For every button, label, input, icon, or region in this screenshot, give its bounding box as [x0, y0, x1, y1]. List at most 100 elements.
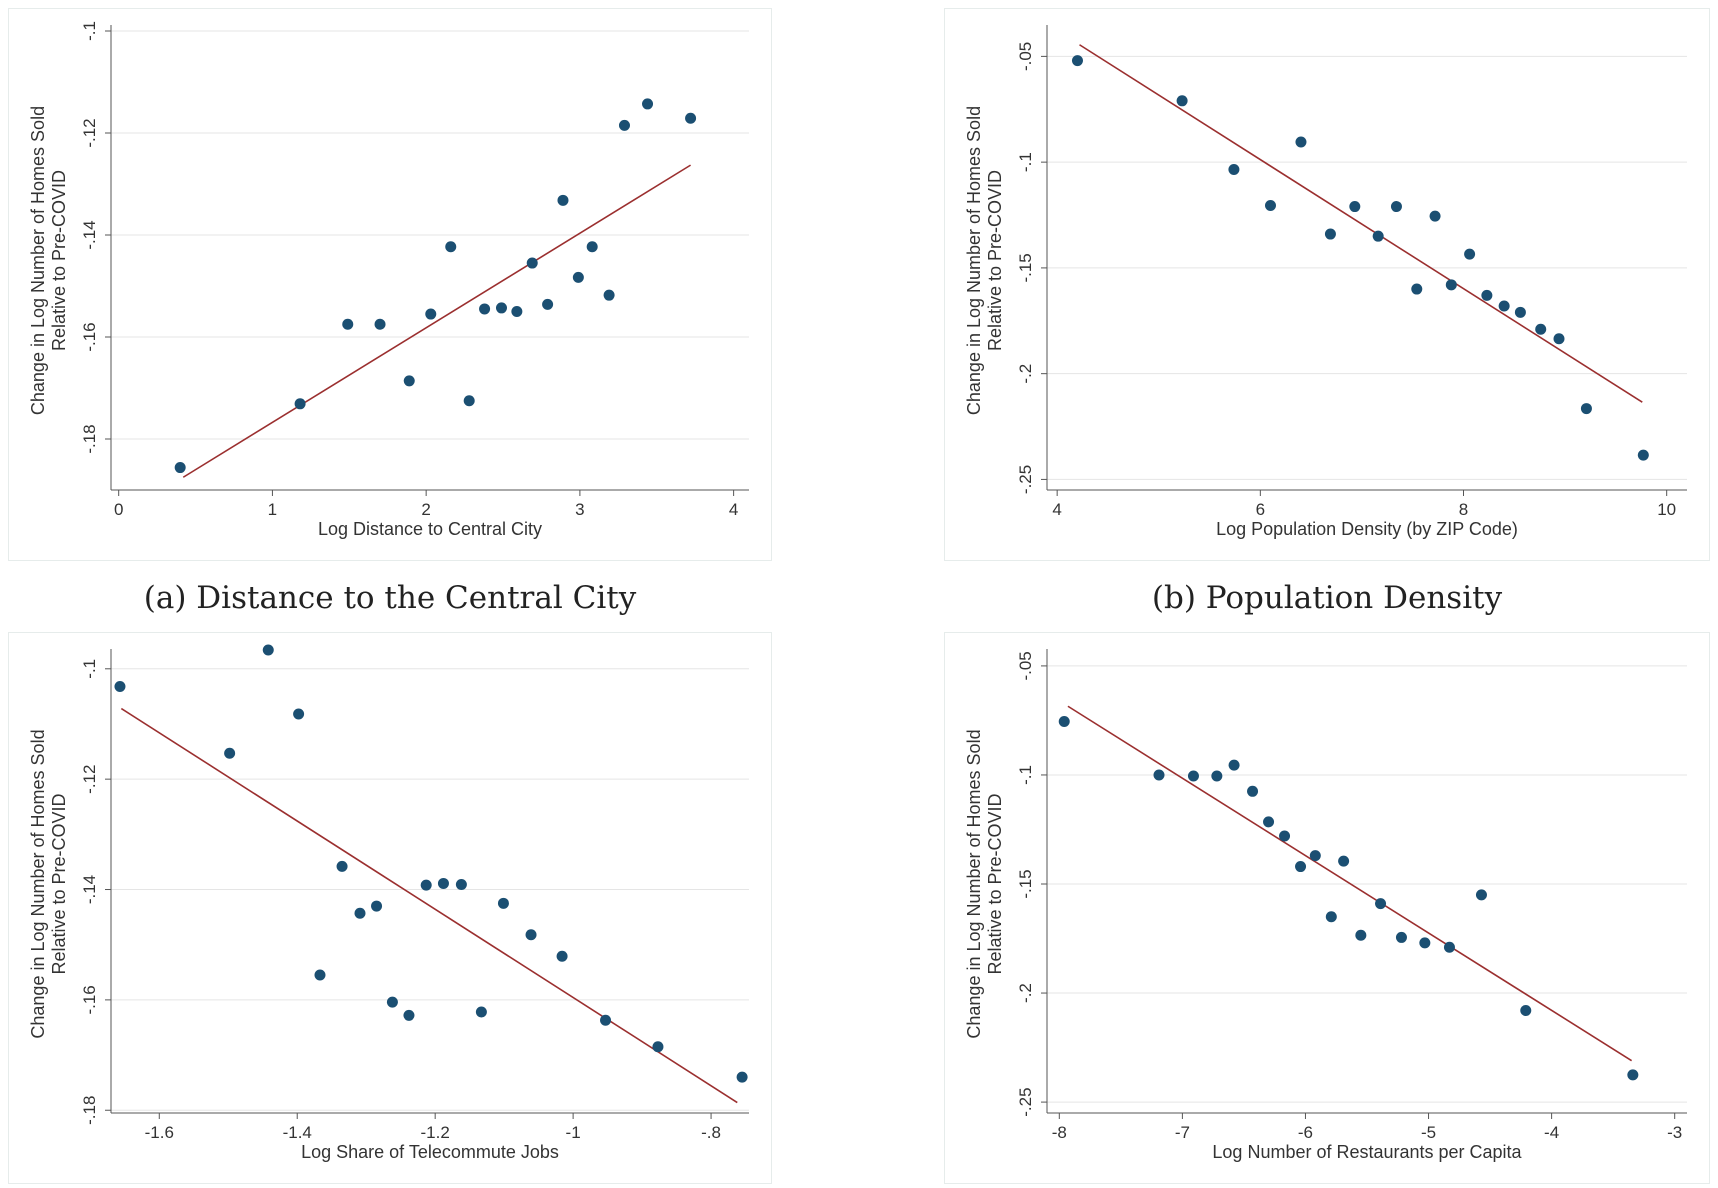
y-axis-title: Change in Log Number of Homes Sold: [964, 729, 984, 1038]
data-point: [652, 1041, 664, 1053]
data-point: [1295, 136, 1307, 148]
x-axis-title: Log Number of Restaurants per Capita: [1212, 1142, 1522, 1162]
data-point: [685, 112, 697, 124]
data-point: [1411, 283, 1423, 295]
y-axis-title: Relative to Pre-COVID: [985, 170, 1005, 351]
data-point: [1627, 1069, 1639, 1081]
caption-b: (b) Population Density: [1151, 580, 1503, 616]
fit-line: [1079, 44, 1643, 403]
data-point: [1395, 931, 1407, 943]
chart-restaurants: -.25 -.2 -.15 -.1 -.05 -8 -7 -6 -5 -4 -3 Log Number…: [964, 649, 1687, 1162]
x-tick-label: 6: [1256, 500, 1265, 519]
x-tick-label: 3: [575, 500, 584, 519]
data-point: [1535, 323, 1547, 335]
data-point: [1279, 830, 1291, 842]
y-axis-title: Change in Log Number of Homes Sold: [28, 729, 48, 1038]
data-point: [526, 257, 538, 269]
x-tick-label: -6: [1298, 1123, 1313, 1142]
data-point: [1264, 200, 1276, 212]
data-point: [1580, 403, 1592, 415]
data-point: [1443, 941, 1455, 953]
x-tick-label: -8: [1052, 1123, 1067, 1142]
data-point: [572, 271, 584, 283]
data-point: [425, 308, 437, 320]
chart-telecommute: -.18 -.16 -.14 -.12 -.1 -1.6 -1.4 -1.2 -1 -.8 Log …: [28, 644, 749, 1162]
data-point: [342, 318, 354, 330]
chart-distance: -.18 -.16 -.14 -.12 -.1 0 1 2 3 4 Log Distance to …: [28, 21, 749, 539]
data-point: [1211, 770, 1223, 782]
data-point: [600, 1014, 612, 1026]
y-tick-label: -.05: [1016, 651, 1035, 680]
chart-panel-telecommute: -.18 -.16 -.14 -.12 -.1 -1.6 -1.4 -1.2 -1 -.8 Log …: [8, 632, 772, 1184]
fit-line: [1067, 705, 1633, 1062]
x-tick-label: -1.4: [283, 1123, 312, 1142]
chart-panel-density: -.25 -.2 -.15 -.1 -.05 4 6 8 10 Log Population De…: [944, 8, 1710, 561]
data-point: [1324, 228, 1336, 240]
chart-panel-distance: -.18 -.16 -.14 -.12 -.1 0 1 2 3 4 Log Distance to …: [8, 8, 772, 561]
y-tick-label: -.18: [80, 424, 99, 453]
data-point: [437, 877, 449, 889]
x-tick-label: -3: [1667, 1123, 1682, 1142]
x-tick-label: -7: [1175, 1123, 1190, 1142]
fit-line: [120, 707, 738, 1104]
data-point: [1228, 164, 1240, 176]
x-axis-title: Log Share of Telecommute Jobs: [301, 1142, 559, 1162]
y-tick-label: -.2: [1016, 983, 1035, 1003]
data-point: [1071, 55, 1083, 67]
data-point: [1338, 855, 1350, 867]
data-point: [374, 318, 386, 330]
data-point: [556, 950, 568, 962]
data-point: [1058, 716, 1070, 728]
data-point: [618, 119, 630, 131]
x-tick-label: 1: [268, 500, 277, 519]
fit-line: [182, 164, 691, 478]
y-axis-title: Relative to Pre-COVID: [49, 793, 69, 974]
data-point: [403, 375, 415, 387]
data-point: [1390, 201, 1402, 213]
y-axis-title: Change in Log Number of Homes Sold: [964, 106, 984, 415]
data-point: [445, 241, 457, 253]
y-tick-label: -.1: [1016, 765, 1035, 785]
data-point: [475, 1006, 487, 1018]
x-tick-label: -.8: [701, 1123, 721, 1142]
data-point: [495, 302, 507, 314]
x-tick-label: 8: [1459, 500, 1468, 519]
data-point: [1375, 898, 1387, 910]
data-point: [1355, 929, 1367, 941]
data-point: [1419, 937, 1431, 949]
data-point: [354, 907, 366, 919]
x-axis-title: Log Distance to Central City: [318, 519, 542, 539]
data-point: [1553, 333, 1565, 345]
x-tick-label: -1: [566, 1123, 581, 1142]
y-axis-title: Relative to Pre-COVID: [49, 170, 69, 351]
data-point: [586, 241, 598, 253]
x-tick-label: -1.6: [145, 1123, 174, 1142]
data-point: [336, 860, 348, 872]
x-tick-label: -4: [1544, 1123, 1559, 1142]
y-tick-label: -.12: [80, 118, 99, 147]
data-point: [642, 98, 654, 110]
data-point: [371, 900, 383, 912]
caption-a: (a) Distance to the Central City: [143, 580, 637, 616]
data-point: [174, 462, 186, 474]
x-tick-label: 4: [1052, 500, 1061, 519]
data-point: [542, 298, 554, 310]
data-point: [1514, 306, 1526, 318]
data-point: [1187, 770, 1199, 782]
data-point: [455, 879, 467, 891]
data-point: [293, 708, 305, 720]
y-tick-label: -.05: [1016, 42, 1035, 71]
data-point: [463, 395, 475, 407]
y-tick-label: -.2: [1016, 364, 1035, 384]
chart-panel-restaurants: -.25 -.2 -.15 -.1 -.05 -8 -7 -6 -5 -4 -3 Log Number…: [944, 632, 1710, 1184]
y-tick-label: -.18: [80, 1096, 99, 1125]
data-point: [1481, 289, 1493, 301]
y-axis-title: Relative to Pre-COVID: [985, 793, 1005, 974]
x-tick-label: -5: [1421, 1123, 1436, 1142]
data-point: [1372, 230, 1384, 242]
data-point: [736, 1071, 748, 1083]
x-tick-label: 10: [1657, 500, 1676, 519]
data-point: [114, 680, 126, 692]
data-point: [224, 747, 236, 759]
y-tick-label: -.16: [80, 322, 99, 351]
